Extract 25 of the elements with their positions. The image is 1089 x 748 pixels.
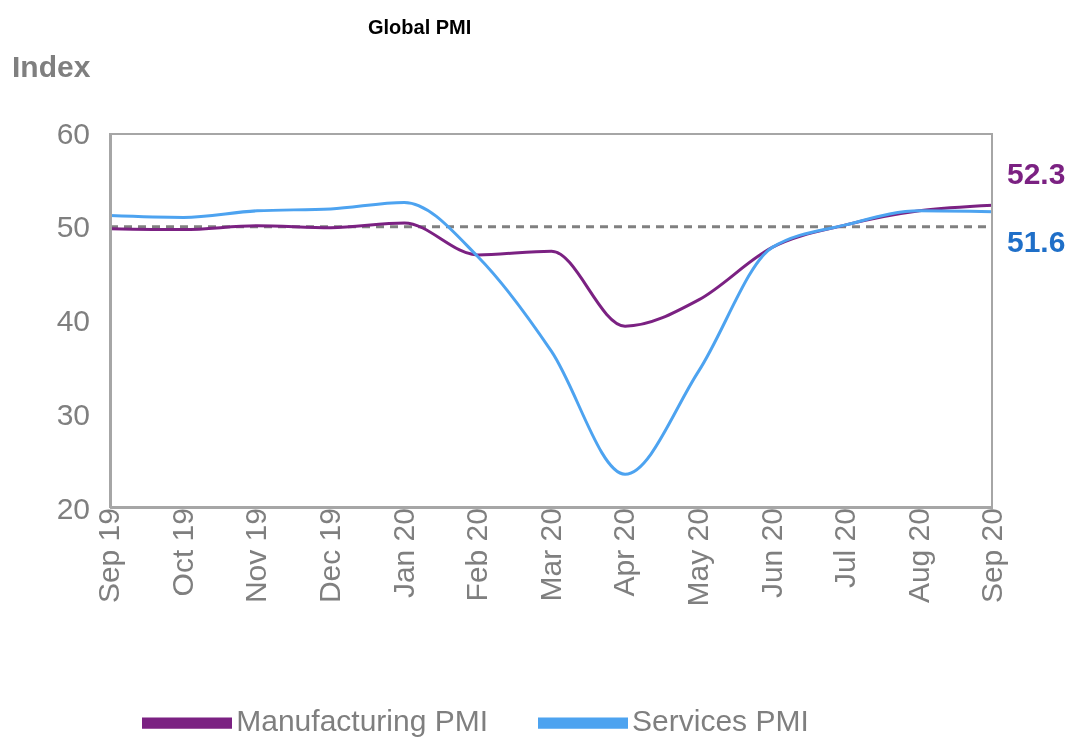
- y-tick-label: 40: [56, 304, 90, 338]
- x-tick-label: Apr 20: [607, 508, 641, 597]
- x-tick-label: Jun 20: [754, 508, 788, 599]
- x-tick-label: Jan 20: [386, 508, 420, 599]
- x-tick-label: Jul 20: [828, 508, 862, 589]
- line-series: [110, 200, 993, 476]
- x-tick-label: Aug 20: [901, 508, 935, 604]
- x-tick-label: May 20: [680, 508, 714, 607]
- x-tick-label: Nov 19: [239, 508, 273, 604]
- x-tick-label: Feb 20: [460, 508, 494, 602]
- annotation: 51.6: [1007, 225, 1066, 259]
- chart-title: Global PMI: [368, 16, 472, 39]
- x-tick-label: Dec 19: [313, 508, 347, 604]
- legend-label: Manufacturing PMI: [236, 703, 489, 737]
- x-tick-label: Sep 19: [92, 508, 126, 604]
- x-tick-label: Sep 20: [975, 508, 1009, 604]
- x-tick-label: Mar 20: [533, 508, 567, 602]
- legend-label: Services PMI: [632, 703, 809, 737]
- y-tick-label: 30: [56, 397, 90, 431]
- y-tick-label: 60: [56, 116, 90, 150]
- x-tick-label: Oct 19: [165, 508, 199, 597]
- y-axis-title: Index: [12, 50, 91, 84]
- annotation: 52.3: [1007, 156, 1066, 190]
- y-tick-label: 50: [56, 210, 90, 244]
- y-tick-label: 20: [56, 491, 90, 525]
